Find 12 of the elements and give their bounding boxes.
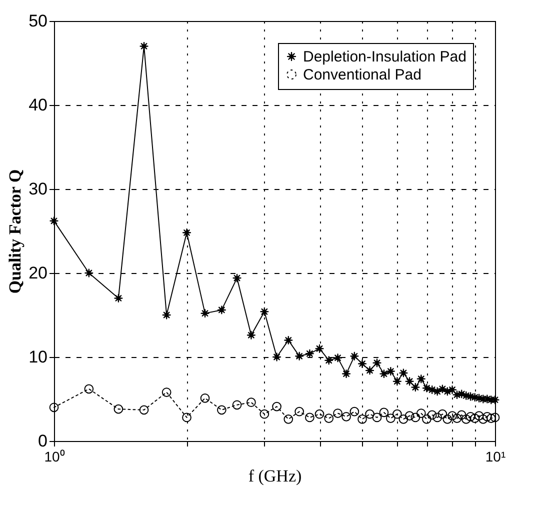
y-tick-label: 30 bbox=[28, 180, 48, 198]
y-tick-label: 0 bbox=[38, 432, 48, 450]
y-tick-label: 50 bbox=[28, 12, 48, 30]
x-tick-label: 10¹ bbox=[485, 448, 506, 464]
legend-label: Conventional Pad bbox=[303, 66, 422, 84]
legend-label: Depletion-Insulation Pad bbox=[303, 48, 466, 66]
x-tick-label: 10⁰ bbox=[44, 448, 65, 464]
y-tick-label: 10 bbox=[28, 348, 48, 366]
y-tick-label: 40 bbox=[28, 96, 48, 114]
x-axis-title: f (GHz) bbox=[248, 466, 302, 486]
y-axis-title: Quality Factor Q bbox=[6, 169, 25, 294]
y-tick-label: 20 bbox=[28, 264, 48, 282]
